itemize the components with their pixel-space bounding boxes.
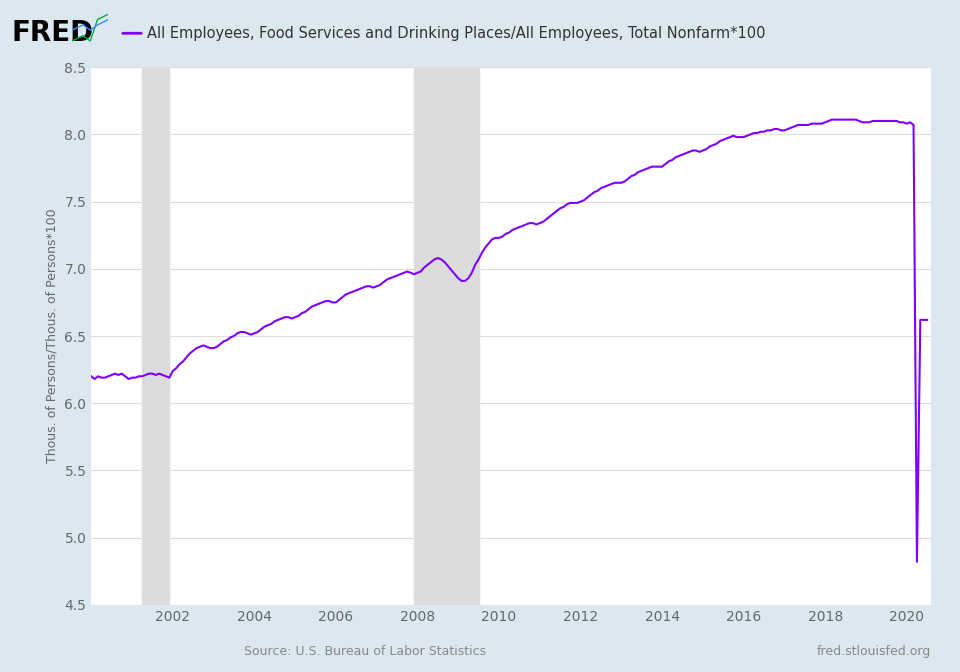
Bar [414, 67, 479, 605]
Text: All Employees, Food Services and Drinking Places/All Employees, Total Nonfarm*10: All Employees, Food Services and Drinkin… [147, 26, 765, 41]
Y-axis label: Thous. of Persons/Thous. of Persons*100: Thous. of Persons/Thous. of Persons*100 [46, 209, 59, 463]
Bar [142, 67, 169, 605]
Text: fred.stlouisfed.org: fred.stlouisfed.org [817, 645, 931, 658]
Text: FRED: FRED [12, 19, 94, 47]
Text: Source: U.S. Bureau of Labor Statistics: Source: U.S. Bureau of Labor Statistics [244, 645, 486, 658]
